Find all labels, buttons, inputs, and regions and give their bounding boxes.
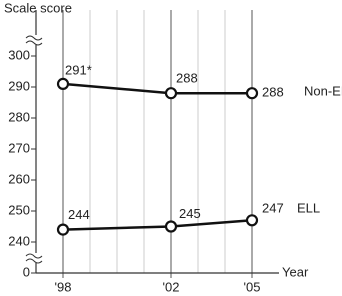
data-point [164,220,178,233]
series-line [62,82,252,95]
y-tick-label: 280 [8,109,30,124]
y-axis-title: Scale score [4,0,72,15]
series-name: Non-ELL [304,84,342,99]
axis-break-bg [26,35,42,45]
y-tick-label: 300 [8,47,30,62]
y-tick-label: 270 [8,140,30,155]
data-point [245,214,259,227]
axis-break-bg [26,253,42,263]
data-label: 288 [176,71,198,86]
x-tick-label: '02 [163,279,180,294]
data-label: 288 [262,85,284,100]
x-tick-label: '05 [244,279,261,294]
data-point [245,87,259,100]
y-tick-label: 290 [8,78,30,93]
data-label: 247 [262,201,284,216]
y-tick-label: 0 [23,264,30,279]
x-axis-title: Year [282,264,309,279]
data-point [56,77,70,91]
data-point [56,223,70,236]
axis-break [25,35,43,46]
data-label: 291* [65,62,92,77]
data-point [164,87,178,100]
y-tick-label: 260 [8,171,30,186]
axis-break [25,253,43,264]
series-name: ELL [297,201,320,216]
y-tick-label: 250 [8,202,30,217]
x-tick-label: '98 [55,279,72,294]
series-line [62,219,253,231]
data-label: 244 [68,207,90,222]
data-label: 245 [179,206,201,221]
y-tick-label: 240 [8,233,30,248]
